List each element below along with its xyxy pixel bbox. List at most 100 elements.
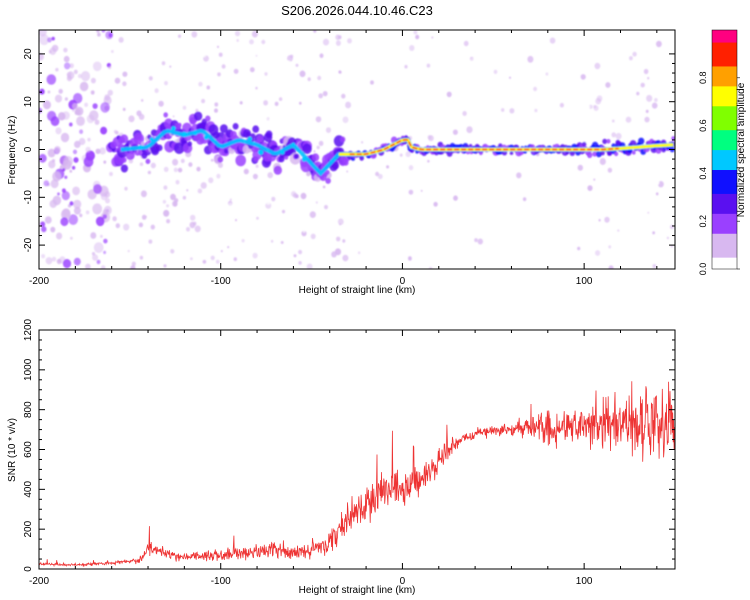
spectrogram-speckle: [163, 185, 168, 190]
spectrogram-speckle: [607, 167, 613, 173]
spectrogram-speckle: [534, 108, 538, 113]
spectrogram-speckle: [311, 255, 316, 261]
spectrogram-speckle: [74, 140, 81, 148]
spectrogram-speckle: [229, 198, 232, 201]
spectrogram-speckle: [295, 194, 299, 199]
spectrogram-blob: [140, 141, 145, 147]
snr-y-tick-label: 800: [23, 401, 34, 418]
spectrogram-speckle: [427, 159, 430, 163]
spectrogram-speckle: [190, 257, 193, 261]
spectrogram-speckle: [595, 250, 601, 256]
spectrogram-speckle: [46, 74, 57, 85]
colorbar-segment: [712, 157, 737, 163]
colorbar-segment: [712, 125, 737, 131]
spectrogram-speckle: [647, 211, 650, 214]
spectrogram-speckle: [342, 116, 349, 124]
colorbar-segment: [712, 133, 737, 139]
spectrogram-speckle: [47, 90, 51, 94]
spectrogram-speckle: [274, 69, 278, 73]
spectrogram-speckle: [239, 101, 243, 105]
spectrogram-speckle: [71, 165, 76, 170]
spectrogram-speckle: [156, 229, 160, 234]
spectrogram-speckle: [477, 238, 483, 245]
colorbar-tick-label: 0.2: [698, 215, 708, 228]
spectrogram-blob: [343, 159, 349, 166]
colorbar-segment: [712, 173, 737, 178]
spectrogram-speckle: [194, 225, 201, 233]
colorbar-segment: [712, 233, 737, 238]
spectrogram-speckle: [47, 110, 57, 122]
spectrogram-speckle: [57, 192, 60, 196]
spectrogram-speckle: [51, 256, 57, 262]
spectrogram-speckle: [200, 182, 207, 189]
snr-x-tick-label: -200: [29, 576, 49, 587]
spectrogram-speckle: [122, 71, 128, 77]
colorbar-frame: [711, 29, 738, 270]
spectrogram-speckle: [306, 171, 311, 177]
spectrogram-speckle: [173, 167, 178, 173]
spectrogram-speckle: [102, 209, 108, 215]
spectrogram-speckle: [298, 249, 303, 255]
spectrogram-speckle: [428, 266, 433, 269]
spectrogram-speckle: [652, 231, 655, 235]
spectrogram-speckle: [216, 173, 221, 179]
spectrogram-speckle: [196, 166, 201, 172]
spectrogram-speckle: [195, 108, 199, 113]
spectrogram-speckle: [334, 214, 339, 219]
spectrogram-speckle: [293, 254, 297, 258]
spectrogram-speckle: [127, 249, 130, 253]
spectrogram-speckle: [346, 170, 349, 173]
spectrogram-speckle: [651, 166, 655, 171]
spectrogram-speckle: [463, 40, 469, 47]
colorbar-segment: [712, 193, 737, 198]
spectrogram-y-tick-label: 0: [23, 146, 34, 152]
spectrogram-speckle: [265, 197, 272, 205]
spectrogram-speckle: [166, 204, 170, 208]
spectrogram-speckle: [39, 88, 45, 95]
spectrogram-speckle: [178, 34, 181, 38]
spectrogram-speckle: [136, 46, 141, 51]
spectrogram-speckle: [341, 93, 346, 99]
spectrogram-speckle: [148, 239, 153, 244]
spectrogram-speckle: [191, 31, 198, 38]
spectrogram-speckle: [345, 101, 352, 109]
spectrogram-speckle: [656, 40, 662, 48]
spectrogram-speckle: [399, 153, 403, 157]
spectrogram-speckle: [85, 210, 90, 215]
spectrogram-speckle: [172, 115, 175, 118]
spectrogram-speckle: [510, 231, 515, 236]
spectrogram-speckle: [331, 120, 334, 123]
spectrogram-speckle: [617, 229, 620, 232]
spectrogram-speckle: [175, 179, 180, 185]
spectrogram-speckle: [501, 108, 505, 112]
spectrogram-speckle: [188, 162, 193, 167]
snr-y-tick-label: 400: [23, 481, 34, 498]
spectrogram-speckle: [295, 63, 299, 67]
spectrogram-speckle: [92, 61, 102, 72]
colorbar-segment: [712, 161, 737, 167]
spectrogram-blob: [219, 124, 228, 133]
spectrogram-speckle: [252, 173, 258, 180]
spectrogram-blob: [632, 150, 636, 155]
spectrogram-peak-spot: [193, 131, 198, 136]
spectrogram-speckle: [62, 208, 71, 218]
colorbar-segment: [712, 121, 737, 127]
spectrogram-speckle: [141, 214, 147, 220]
spectrogram-speckle: [644, 116, 650, 123]
spectrogram-speckle: [96, 30, 100, 33]
spectrogram-speckle: [270, 239, 274, 243]
spectrogram-speckle: [264, 72, 268, 76]
spectrogram-speckle: [60, 217, 69, 227]
spectrogram-speckle: [640, 82, 645, 88]
spectrogram-y-tick-label: 10: [23, 96, 34, 108]
colorbar-segment: [712, 105, 737, 111]
spectrogram-speckle: [100, 265, 106, 269]
spectrogram-speckle: [338, 35, 342, 40]
colorbar-segment: [712, 253, 737, 258]
spectrogram-peak-spot: [291, 142, 296, 146]
spectrogram-speckle: [432, 37, 436, 41]
spectrogram-speckle: [109, 222, 116, 230]
spectrogram-speckle: [210, 255, 215, 261]
spectrogram-speckle: [197, 188, 203, 194]
